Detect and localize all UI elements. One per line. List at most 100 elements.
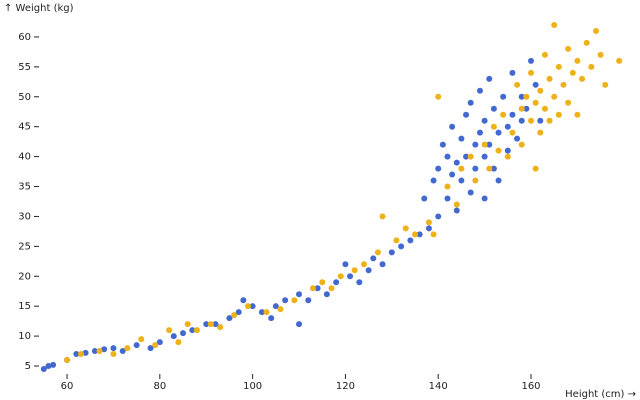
point (412, 231, 419, 238)
point (351, 267, 358, 274)
point (309, 285, 316, 292)
point (231, 312, 238, 319)
y-tick-label: 25 (18, 241, 31, 252)
point (170, 333, 177, 340)
point (119, 348, 126, 355)
point (203, 321, 210, 328)
point (323, 291, 330, 298)
point (546, 117, 553, 124)
point (555, 63, 562, 70)
point (537, 87, 544, 94)
point (458, 177, 465, 184)
point (138, 336, 145, 343)
point (370, 255, 377, 262)
point (444, 195, 451, 202)
point (458, 135, 465, 142)
point (490, 105, 497, 112)
point (91, 348, 98, 355)
point (235, 309, 242, 316)
point (407, 237, 414, 244)
point (425, 225, 432, 232)
point (40, 366, 47, 373)
y-tick-label: 45 (18, 122, 31, 133)
point (490, 123, 497, 130)
point (583, 39, 590, 46)
point (226, 315, 233, 322)
point (509, 69, 516, 76)
y-tick-label: 40 (18, 152, 31, 163)
point (152, 342, 159, 349)
point (500, 93, 507, 100)
point (64, 357, 71, 364)
point (133, 342, 140, 349)
point (101, 346, 108, 353)
point (467, 189, 474, 196)
point (551, 93, 558, 100)
point (347, 273, 354, 280)
point (574, 111, 581, 118)
point (356, 279, 363, 286)
y-tick-label: 10 (18, 331, 31, 342)
point (184, 321, 191, 328)
point (319, 279, 326, 286)
point (73, 351, 80, 358)
y-tick-label: 50 (18, 92, 31, 103)
point (124, 345, 131, 352)
point (523, 105, 530, 112)
point (579, 75, 586, 82)
point (574, 57, 581, 64)
point (565, 45, 572, 52)
point (314, 285, 321, 292)
point (532, 165, 539, 172)
point (509, 129, 516, 136)
point (463, 153, 470, 160)
point (560, 81, 567, 88)
point (365, 267, 372, 274)
point (430, 177, 437, 184)
point (588, 63, 595, 70)
point (453, 159, 460, 166)
point (291, 297, 298, 304)
point (528, 57, 535, 64)
point (435, 165, 442, 172)
y-tick-label: 55 (18, 62, 31, 73)
point (504, 123, 511, 130)
y-tick-label: 60 (18, 32, 31, 43)
point (393, 237, 400, 244)
point (110, 345, 117, 352)
point (541, 105, 548, 112)
point (453, 201, 460, 208)
point (481, 141, 488, 148)
point (555, 111, 562, 118)
point (258, 309, 265, 316)
point (435, 213, 442, 220)
point (463, 111, 470, 118)
point (277, 306, 284, 313)
x-tick-label: 60 (61, 381, 74, 392)
point (453, 207, 460, 214)
point (175, 339, 182, 346)
point (156, 339, 163, 346)
point (518, 93, 525, 100)
point (147, 345, 154, 352)
point (518, 105, 525, 112)
point (523, 93, 530, 100)
x-tick-label: 160 (521, 381, 540, 392)
point (263, 309, 270, 316)
point (528, 69, 535, 76)
point (244, 303, 251, 310)
point (449, 171, 456, 178)
point (537, 129, 544, 136)
y-tick-label: 35 (18, 182, 31, 193)
point (504, 147, 511, 154)
point (514, 135, 521, 142)
point (296, 321, 303, 328)
point (379, 261, 386, 268)
point (50, 361, 57, 368)
point (444, 183, 451, 190)
point (435, 93, 442, 100)
point (110, 351, 117, 358)
point (476, 87, 483, 94)
